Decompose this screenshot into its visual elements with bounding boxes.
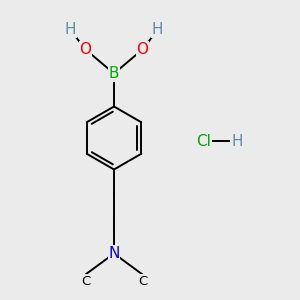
Text: H: H xyxy=(65,22,76,38)
Text: H: H xyxy=(231,134,243,148)
Text: B: B xyxy=(109,66,119,81)
Text: O: O xyxy=(80,42,92,57)
Text: C: C xyxy=(138,274,147,288)
Text: H: H xyxy=(152,22,163,38)
Text: O: O xyxy=(136,42,148,57)
Text: C: C xyxy=(81,274,90,288)
Text: Cl: Cl xyxy=(196,134,211,148)
Text: N: N xyxy=(108,246,120,261)
